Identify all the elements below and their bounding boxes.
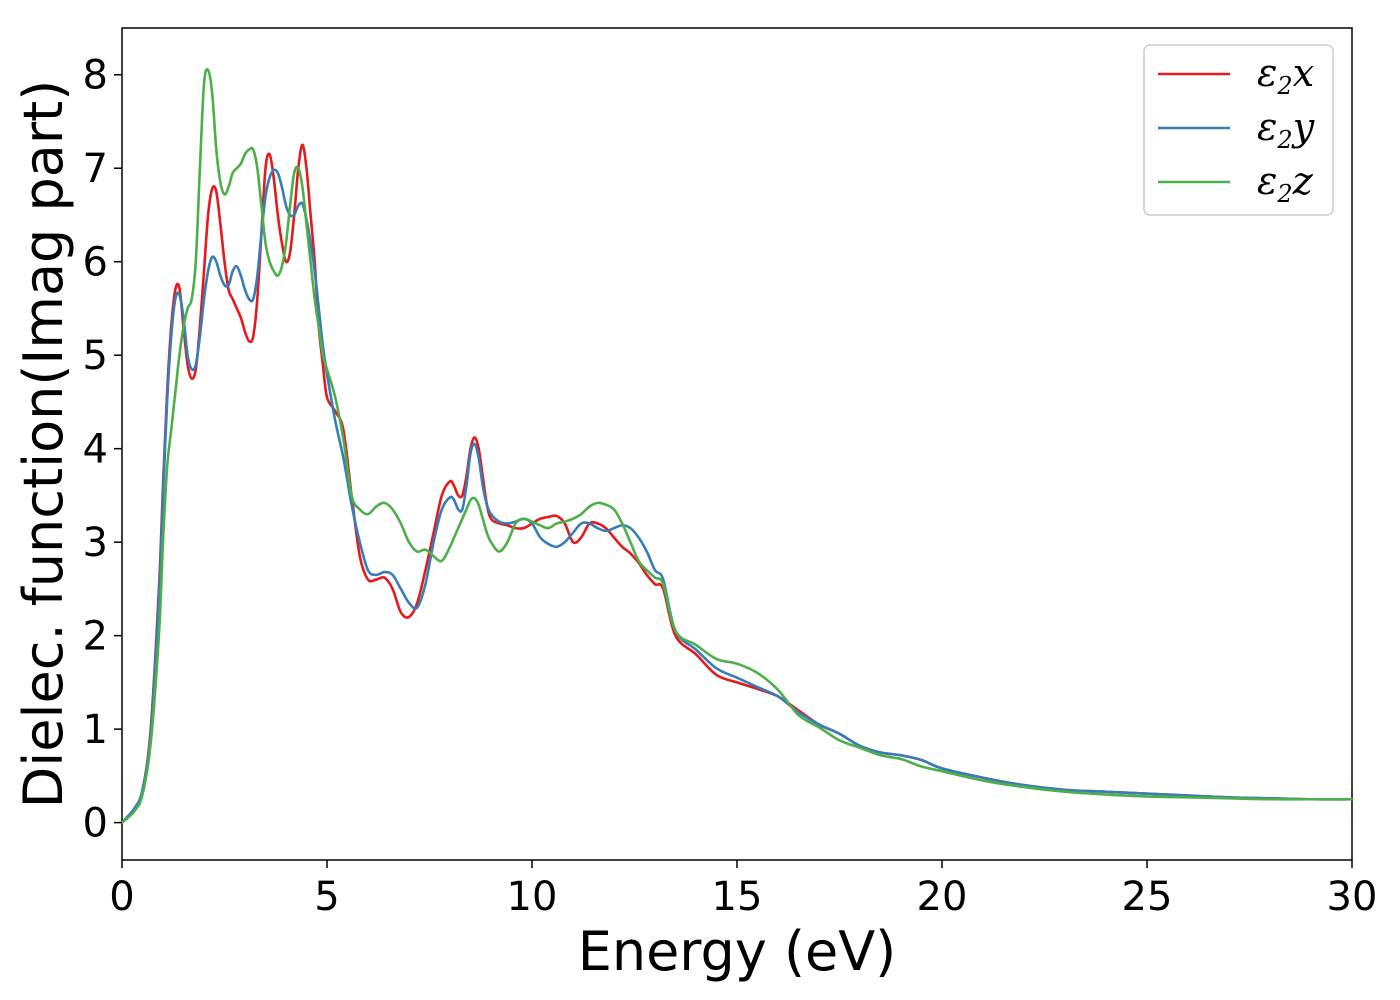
legend-label-z: ε2z [1257, 159, 1314, 208]
legend-label-y: ε2y [1257, 105, 1315, 154]
y-tick-label: 7 [83, 146, 108, 192]
y-tick-label: 2 [83, 614, 108, 660]
x-tick-label: 15 [712, 874, 763, 920]
y-axis-ticks: 0 1 2 3 4 5 6 7 8 [83, 53, 122, 847]
x-axis-ticks: 0 5 10 15 20 25 30 [109, 860, 1377, 920]
series-line-y [120, 168, 1354, 824]
x-tick-label: 10 [507, 874, 558, 920]
y-tick-label: 3 [83, 520, 108, 566]
legend: ε2x ε2y ε2z [1143, 44, 1334, 216]
x-tick-label: 20 [917, 874, 968, 920]
y-tick-label: 8 [83, 53, 108, 99]
y-tick-label: 5 [83, 333, 108, 379]
y-tick-label: 0 [83, 801, 108, 847]
x-axis-label: Energy (eV) [578, 920, 897, 983]
x-tick-label: 25 [1122, 874, 1173, 920]
series-layer [120, 68, 1354, 824]
legend-box [1143, 44, 1334, 216]
x-tick-label: 30 [1327, 874, 1378, 920]
y-axis-label: Dielec. function(Imag part) [12, 80, 75, 809]
x-tick-label: 0 [109, 874, 134, 920]
series-line-x [120, 143, 1354, 824]
y-tick-label: 1 [83, 707, 108, 753]
legend-label-x: ε2x [1257, 51, 1314, 100]
y-tick-label: 6 [83, 240, 108, 286]
x-tick-label: 5 [314, 874, 339, 920]
series-line-z [120, 68, 1354, 824]
y-tick-label: 4 [83, 427, 108, 473]
